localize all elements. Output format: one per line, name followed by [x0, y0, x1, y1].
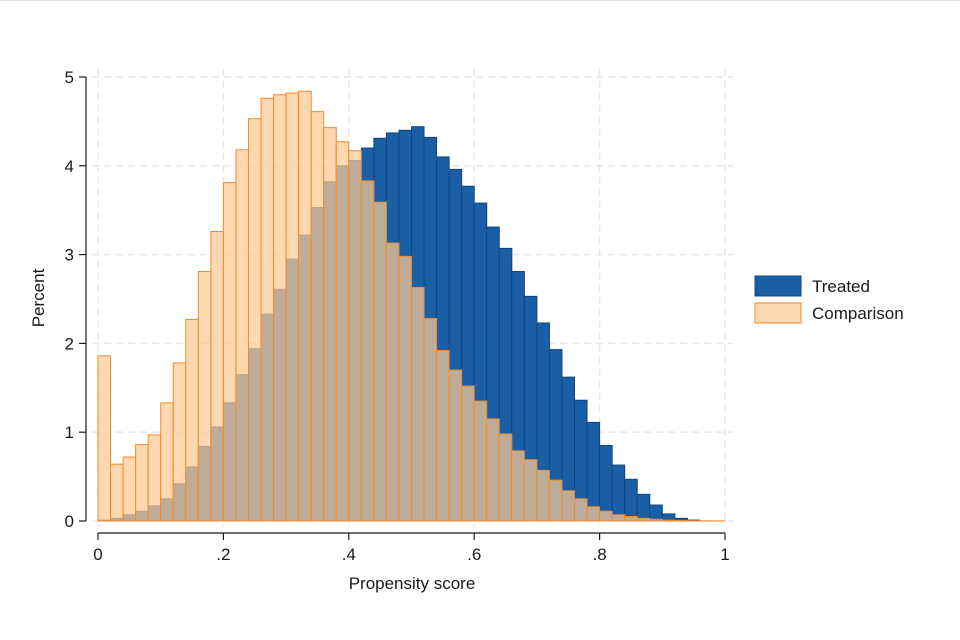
- comparison-bar: [310, 111, 325, 522]
- comparison-bar: [649, 518, 663, 522]
- legend: Treated Comparison: [754, 275, 904, 324]
- legend-swatch-comparison: [754, 302, 802, 324]
- x-tick-label: 0: [93, 545, 102, 564]
- comparison-bar: [661, 519, 676, 522]
- x-axis-label: Propensity score: [349, 574, 476, 593]
- y-tick-label: 3: [65, 246, 74, 265]
- x-tick-label: .8: [593, 545, 607, 564]
- comparison-bar: [511, 450, 525, 522]
- comparison-bar: [273, 94, 287, 522]
- x-tick-label: .4: [342, 545, 356, 564]
- comparison-bar: [285, 92, 300, 522]
- comparison-bar: [360, 180, 375, 522]
- treated-bar: [636, 493, 651, 522]
- comparison-bar: [473, 400, 488, 522]
- comparison-bar: [611, 514, 626, 522]
- legend-swatch-treated: [754, 275, 802, 297]
- comparison-bar: [385, 242, 400, 522]
- comparison-bar: [536, 469, 550, 522]
- comparison-bar: [624, 516, 638, 522]
- comparison-bar: [436, 350, 450, 522]
- comparison-bar: [160, 402, 174, 522]
- comparison-bar: [110, 463, 124, 522]
- comparison-bar: [548, 479, 563, 522]
- comparison-bar: [411, 286, 425, 522]
- x-tick-label: .2: [216, 545, 230, 564]
- treated-bar: [599, 445, 613, 522]
- legend-label-comparison: Comparison: [812, 304, 904, 323]
- comparison-bar: [586, 506, 601, 522]
- comparison-bar: [323, 127, 337, 522]
- y-tick-label: 2: [65, 334, 74, 353]
- y-tick-label: 5: [65, 68, 74, 87]
- comparison-bar: [398, 255, 412, 522]
- comparison-bar: [147, 434, 162, 522]
- comparison-bar: [247, 118, 262, 522]
- x-axis-ticks: 0 .2 .4 .6 .8 1: [93, 533, 730, 564]
- comparison-bar: [448, 369, 463, 522]
- comparison-bar: [523, 459, 538, 522]
- legend-label-treated: Treated: [812, 277, 870, 296]
- y-tick-label: 0: [65, 512, 74, 531]
- comparison-bar: [423, 318, 438, 522]
- y-tick-label: 1: [65, 423, 74, 442]
- comparison-bar: [235, 149, 249, 522]
- comparison-bar: [574, 498, 588, 522]
- treated-bar: [611, 464, 626, 522]
- comparison-bar: [172, 362, 187, 522]
- axes: [85, 77, 725, 534]
- comparison-bar: [210, 231, 224, 522]
- comparison-bar: [335, 141, 350, 522]
- treated-bar: [649, 504, 663, 522]
- comparison-bar: [348, 150, 362, 522]
- comparison-bar: [498, 433, 513, 522]
- comparison-bar: [636, 517, 651, 522]
- top-border: [0, 0, 960, 1]
- comparison-bar: [298, 90, 312, 522]
- y-axis-ticks: 0 1 2 3 4 5: [65, 68, 86, 531]
- comparison-bar: [373, 201, 387, 522]
- comparison-bar: [122, 456, 137, 522]
- comparison-bar: [461, 385, 475, 522]
- comparison-bar: [260, 97, 275, 522]
- comparison-bar: [561, 490, 576, 522]
- comparison-bar: [197, 270, 212, 522]
- y-tick-label: 4: [65, 157, 74, 176]
- comparison-bar: [486, 418, 500, 522]
- comparison-bar: [97, 355, 112, 522]
- comparison-bar: [599, 510, 613, 522]
- treated-bar: [586, 421, 601, 522]
- y-axis-label: Percent: [29, 268, 48, 327]
- comparison-bar: [185, 318, 199, 522]
- x-tick-label: 1: [720, 545, 729, 564]
- treated-bar: [624, 478, 638, 522]
- x-tick-label: .6: [467, 545, 481, 564]
- comparison-bars: [97, 90, 726, 522]
- comparison-bar: [222, 182, 237, 522]
- comparison-bar: [135, 444, 149, 522]
